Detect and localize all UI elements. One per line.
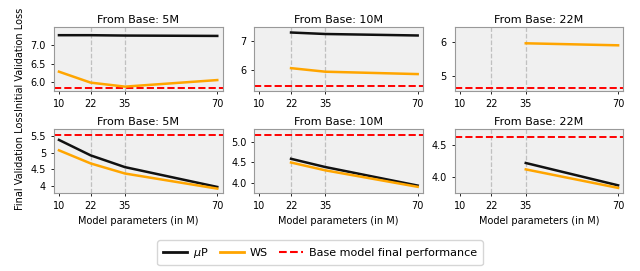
Title: From Base: 5M: From Base: 5M bbox=[97, 15, 179, 25]
X-axis label: Model parameters (in M): Model parameters (in M) bbox=[278, 216, 399, 226]
Title: From Base: 22M: From Base: 22M bbox=[494, 117, 584, 127]
X-axis label: Model parameters (in M): Model parameters (in M) bbox=[479, 216, 599, 226]
Y-axis label: Initial Validation Loss: Initial Validation Loss bbox=[15, 8, 25, 111]
Title: From Base: 10M: From Base: 10M bbox=[294, 15, 383, 25]
Legend: $\mu$P, WS, Base model final performance: $\mu$P, WS, Base model final performance bbox=[157, 240, 483, 265]
Title: From Base: 22M: From Base: 22M bbox=[494, 15, 584, 25]
Y-axis label: Final Validation Loss: Final Validation Loss bbox=[15, 112, 25, 210]
Title: From Base: 5M: From Base: 5M bbox=[97, 117, 179, 127]
X-axis label: Model parameters (in M): Model parameters (in M) bbox=[78, 216, 198, 226]
Title: From Base: 10M: From Base: 10M bbox=[294, 117, 383, 127]
